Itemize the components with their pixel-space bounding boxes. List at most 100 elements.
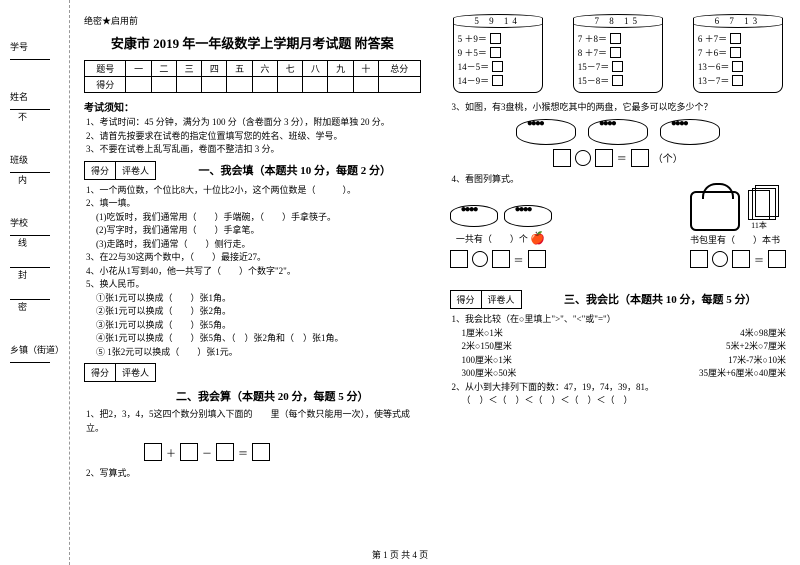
cmp: 35厘米+6厘米○40厘米 <box>699 367 786 381</box>
circle-icon <box>575 150 591 166</box>
cylinder-1: 5 9 14 5 ＋9＝ 9 ＋5＝ 14－5＝ 14－9＝ <box>453 14 543 93</box>
q3: 3、在22与30这两个数中，（ ）最接近27。 <box>86 251 421 265</box>
cylinder-row: 5 9 14 5 ＋9＝ 9 ＋5＝ 14－5＝ 14－9＝ 7 8 15 7 … <box>450 14 787 93</box>
table-row: 得分 <box>85 77 421 93</box>
s2q1: 1、把2，3，4，5这四个数分别填入下面的 里（每个数只能用一次），使等式成立。 <box>86 408 421 435</box>
eq: 13－7＝ <box>698 74 730 87</box>
th: 六 <box>252 61 277 77</box>
plate-row <box>450 119 787 145</box>
books-group: 11本 <box>748 190 770 231</box>
margin-line <box>10 109 50 110</box>
bag-books: 11本 <box>690 190 786 231</box>
right-column: 5 9 14 5 ＋9＝ 9 ＋5＝ 14－5＝ 14－9＝ 7 8 15 7 … <box>436 0 800 565</box>
table-row: 题号 一 二 三 四 五 六 七 八 九 十 总分 <box>85 61 421 77</box>
instructions-title: 考试须知： <box>84 99 421 114</box>
box-icon <box>492 75 503 86</box>
scorebox-label: 得分 <box>85 162 116 179</box>
eq: 6 ＋7＝ <box>698 32 727 45</box>
eq: 15－8＝ <box>578 74 610 87</box>
page: 学号 姓名 不 班级 内 学校 线 封 密 乡镇（街道） 绝密★启用前 安康市 … <box>0 0 800 565</box>
cmp: 300厘米○50米 <box>462 367 517 381</box>
box-icon <box>490 33 501 44</box>
score-box: 得分评卷人 <box>450 290 522 309</box>
margin-label-4: 乡镇（街道） <box>4 343 65 356</box>
th: 九 <box>328 61 353 77</box>
q5a: ①张1元可以换成（ ）张1角。 <box>96 292 421 306</box>
q5: 5、换人民币。 <box>86 278 421 292</box>
books-icon <box>748 190 770 220</box>
box-icon <box>528 250 546 268</box>
margin-line <box>10 267 50 268</box>
compare-row: 100厘米○1米 17米-7米○10米 <box>462 354 787 368</box>
cmp: 100厘米○1米 <box>462 354 512 368</box>
margin-char: 内 <box>18 175 27 185</box>
compare-row: 300厘米○50米 35厘米+6厘米○40厘米 <box>462 367 787 381</box>
compare-row: 2米○150厘米 5米+2米○7厘米 <box>462 340 787 354</box>
box-icon <box>595 149 613 167</box>
box-icon <box>768 250 786 268</box>
instruction-item: 3、不要在试卷上乱写乱画，卷面不整洁扣 3 分。 <box>86 143 421 157</box>
q5e: ⑤ 1张2元可以换成（ ）张1元。 <box>96 346 421 360</box>
sec3-container: 得分评卷人 三、我会比（本题共 10 分，每题 5 分） 1、我会比较（在○里填… <box>450 286 787 408</box>
plate-icon <box>504 205 552 227</box>
th: 一 <box>126 61 151 77</box>
margin-line <box>10 362 50 363</box>
q4-right-label: 书包里有（ ）本书 <box>690 233 786 246</box>
cyl-body: 5 ＋9＝ 9 ＋5＝ 14－5＝ 14－9＝ <box>453 21 543 93</box>
cyl-top: 7 8 15 <box>573 14 663 28</box>
box-icon <box>144 443 162 461</box>
margin-line <box>10 235 50 236</box>
section-1-head: 一、我会填（本题共 10 分，每题 2 分） <box>199 162 392 178</box>
cyl-top: 6 7 13 <box>693 14 783 28</box>
box-icon <box>490 47 501 58</box>
box-icon <box>610 47 621 58</box>
eq: 14－5＝ <box>458 60 490 73</box>
cmp: 5米+2米○7厘米 <box>726 340 786 354</box>
s2q2: 2、写算式。 <box>86 467 421 481</box>
plate-icon <box>588 119 648 145</box>
exam-title: 安康市 2019 年一年级数学上学期月考试题 附答案 <box>84 33 421 52</box>
q3-right: 3、如图，有3盘桃，小猴想吃其中的两盘，它最多可以吃多少个？ <box>452 101 787 115</box>
box-icon <box>216 443 234 461</box>
box-icon <box>732 75 743 86</box>
cmp: 1厘米○1米 <box>462 327 503 341</box>
box-icon <box>612 75 623 86</box>
q2b: (2)写字时，我们通常用（ ）手拿笔。 <box>96 224 421 238</box>
box-icon <box>252 443 270 461</box>
q4: 4、小花从1写到40，他一共写了（ ）个数字"2"。 <box>86 265 421 279</box>
q5b: ②张1元可以换成（ ）张2角。 <box>96 305 421 319</box>
box-icon <box>732 250 750 268</box>
th: 二 <box>151 61 176 77</box>
left-column: 绝密★启用前 安康市 2019 年一年级数学上学期月考试题 附答案 题号 一 二… <box>70 0 435 565</box>
instruction-item: 1、考试时间：45 分钟，满分为 100 分（含卷面分 3 分），附加题单独 2… <box>86 116 421 130</box>
unit: （个） <box>653 150 683 165</box>
margin-char: 线 <box>18 238 27 248</box>
eq: 7 ＋8＝ <box>578 32 607 45</box>
eq: 8 ＋7＝ <box>578 46 607 59</box>
box-icon <box>631 149 649 167</box>
box-icon <box>610 33 621 44</box>
box-icon <box>492 61 503 72</box>
section-3-head: 三、我会比（本题共 10 分，每题 5 分） <box>564 291 757 307</box>
eq: 7 ＋6＝ <box>698 46 727 59</box>
section-2-head: 二、我会算（本题共 20 分，每题 5 分） <box>124 388 421 404</box>
cmp: 2米○150厘米 <box>462 340 512 354</box>
scorebox-label: 评卷人 <box>116 364 155 381</box>
binding-margin: 学号 姓名 不 班级 内 学校 线 封 密 乡镇（街道） <box>0 0 70 565</box>
td: 得分 <box>85 77 126 93</box>
bag-icon <box>690 191 740 231</box>
eq: 15－7＝ <box>578 60 610 73</box>
cylinder-2: 7 8 15 7 ＋8＝ 8 ＋7＝ 15－7＝ 15－8＝ <box>573 14 663 93</box>
q3-equation: ＝ （个） <box>450 149 787 167</box>
cyl-body: 6 ＋7＝ 7 ＋6＝ 13－6＝ 13－7＝ <box>693 21 783 93</box>
q4-right-eq: ＝ <box>690 250 786 268</box>
q2c: (3)走路时，我们通常（ ）侧行走。 <box>96 238 421 252</box>
box-icon <box>450 250 468 268</box>
plate-row <box>450 205 552 227</box>
scorebox-label: 评卷人 <box>482 291 521 308</box>
q2a: (1)吃饭时，我们通常用（ ）手端碗，（ ）手拿筷子。 <box>96 211 421 225</box>
th: 三 <box>176 61 201 77</box>
margin-char: 不 <box>18 112 27 122</box>
margin-char: 密 <box>18 302 27 312</box>
q4-figures: 一共有（ ）个 🍎 ＝ 11本 <box>450 190 787 272</box>
